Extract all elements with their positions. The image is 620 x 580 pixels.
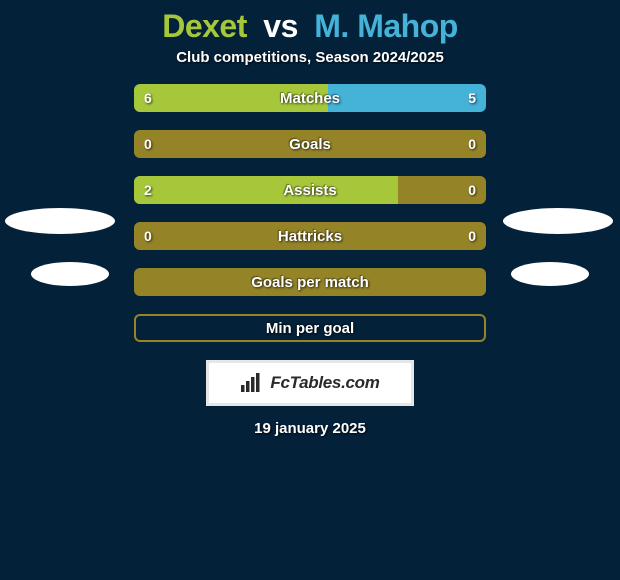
stat-value-left: 6 <box>144 84 152 112</box>
page-title: Dexet vs M. Mahop <box>0 0 620 49</box>
photo-placeholder-oval <box>503 208 613 234</box>
photo-placeholder-oval <box>511 262 589 286</box>
date-text: 19 january 2025 <box>0 420 620 437</box>
stat-row: Hattricks0 0 <box>134 222 486 250</box>
stat-bars: Matches65Goals00Assists20Hattricks00Goal… <box>134 84 486 342</box>
stat-value-right: 5 <box>468 84 476 112</box>
stat-label: Min per goal <box>136 316 484 340</box>
brand-text: FcTables.com <box>270 373 379 393</box>
stage: Matches65Goals00Assists20Hattricks00Goal… <box>0 84 620 342</box>
stat-value-left: 2 <box>144 176 152 204</box>
stat-row: Goals per match <box>134 268 486 296</box>
title-player1: Dexet <box>162 8 247 44</box>
stat-label: Hattricks <box>134 222 486 250</box>
stat-row: Assists2 0 <box>134 176 486 204</box>
title-vs: vs <box>263 8 298 44</box>
stat-row: Goals0 0 <box>134 130 486 158</box>
title-player2: M. Mahop <box>314 8 458 44</box>
stat-value-right: 0 <box>468 130 476 158</box>
stat-value-left: 0 <box>144 130 152 158</box>
brand-box: FcTables.com <box>206 360 414 406</box>
subtitle: Club competitions, Season 2024/2025 <box>0 49 620 66</box>
stat-value-left: 0 <box>144 222 152 250</box>
stat-row: Min per goal <box>134 314 486 342</box>
photo-placeholder-oval <box>5 208 115 234</box>
stat-label: Assists <box>134 176 486 204</box>
stat-row: Matches6 5 <box>134 84 486 112</box>
stat-label: Goals <box>134 130 486 158</box>
brand-icon <box>240 373 264 393</box>
stat-value-right: 0 <box>468 222 476 250</box>
stat-label: Matches <box>134 84 486 112</box>
stat-value-right: 0 <box>468 176 476 204</box>
photo-placeholder-oval <box>31 262 109 286</box>
stat-label: Goals per match <box>134 268 486 296</box>
